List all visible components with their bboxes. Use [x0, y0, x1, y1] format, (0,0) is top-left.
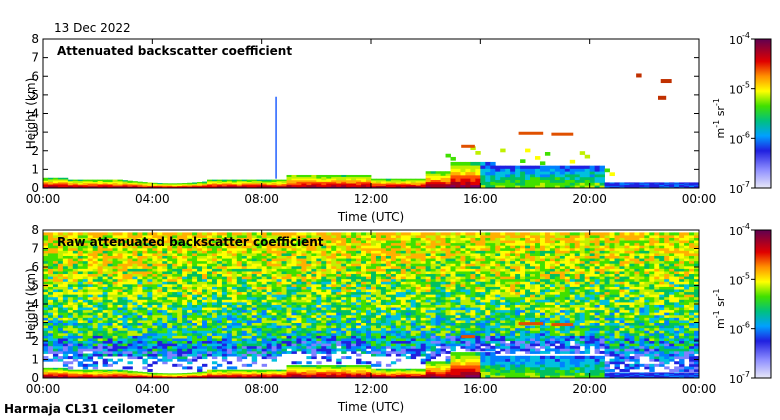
x-tick-label: 00:00 — [682, 382, 717, 396]
colorbar-tick-label: 10 — [729, 133, 743, 146]
x-tick-label: 08:00 — [244, 382, 279, 396]
colorbar-tick-exponent: -5 — [742, 271, 750, 280]
y-tick-label: 4 — [31, 107, 39, 121]
colorbar-tick-exponent: -6 — [742, 321, 750, 330]
date-label: 13 Dec 2022 — [54, 21, 131, 35]
x-tick-label: 00:00 — [26, 382, 61, 396]
colorbar-unit: m-1 sr-1 — [712, 98, 727, 138]
x-tick-label: 20:00 — [572, 192, 607, 206]
x-tick-label: 16:00 — [463, 192, 498, 206]
x-tick-label: 16:00 — [463, 382, 498, 396]
plot-area — [43, 39, 699, 188]
y-axis-label: Height (km) — [24, 78, 38, 149]
y-tick-label: 1 — [31, 353, 39, 367]
instrument-label: Harmaja CL31 ceilometer — [4, 402, 175, 416]
y-tick-label: 5 — [31, 279, 39, 293]
x-tick-label: 12:00 — [354, 382, 389, 396]
x-axis-label: Time (UTC) — [337, 210, 404, 224]
y-tick-label: 7 — [31, 51, 39, 65]
x-tick-label: 08:00 — [244, 192, 279, 206]
colorbar-tick-exponent: -4 — [742, 31, 750, 40]
colorbar-unit: m-1 sr-1 — [712, 289, 727, 329]
colorbar-tick-exponent: -4 — [742, 222, 750, 231]
y-tick-label: 0 — [31, 371, 39, 385]
colorbar-tick-label: 10 — [729, 225, 743, 238]
colorbar-tick-exponent: -6 — [742, 130, 750, 139]
heatmap-field — [43, 232, 700, 379]
colorbar-tick-exponent: -7 — [742, 370, 750, 379]
x-tick-label: 04:00 — [135, 382, 170, 396]
x-tick-label: 00:00 — [682, 192, 717, 206]
colorbar-tick-label: 10 — [729, 84, 743, 97]
x-axis-label: Time (UTC) — [337, 400, 404, 414]
y-tick-label: 0 — [31, 181, 39, 195]
x-tick-label: 12:00 — [354, 192, 389, 206]
panel-raw-attenuated-backscatter: Raw attenuated backscatter coefficient00… — [24, 222, 772, 414]
x-tick-label: 00:00 — [26, 192, 61, 206]
y-tick-label: 5 — [31, 88, 39, 102]
x-tick-label: 20:00 — [572, 382, 607, 396]
colorbar — [754, 38, 772, 189]
colorbar-tick-label: 10 — [729, 274, 743, 287]
y-tick-label: 8 — [31, 32, 39, 46]
colorbar-tick-exponent: -5 — [742, 81, 750, 90]
chart-title: Raw attenuated backscatter coefficient — [57, 235, 324, 249]
colorbar-tick-exponent: -7 — [742, 180, 750, 189]
y-tick-label: 3 — [31, 316, 39, 330]
y-tick-label: 7 — [31, 242, 39, 256]
y-tick-label: 6 — [31, 69, 39, 83]
heatmap-field — [43, 73, 700, 189]
x-tick-label: 04:00 — [135, 192, 170, 206]
colorbar-tick-label: 10 — [729, 373, 743, 386]
y-tick-label: 2 — [31, 144, 39, 158]
y-tick-label: 3 — [31, 125, 39, 139]
y-tick-label: 8 — [31, 223, 39, 237]
y-axis-label: Height (km) — [24, 268, 38, 339]
y-tick-label: 2 — [31, 334, 39, 348]
colorbar-tick-label: 10 — [729, 34, 743, 47]
y-tick-label: 4 — [31, 297, 39, 311]
colorbar-tick-label: 10 — [729, 324, 743, 337]
y-tick-label: 1 — [31, 162, 39, 176]
colorbar — [754, 229, 772, 379]
colorbar-tick-label: 10 — [729, 183, 743, 196]
chart-title: Attenuated backscatter coefficient — [57, 44, 292, 58]
y-tick-label: 6 — [31, 260, 39, 274]
